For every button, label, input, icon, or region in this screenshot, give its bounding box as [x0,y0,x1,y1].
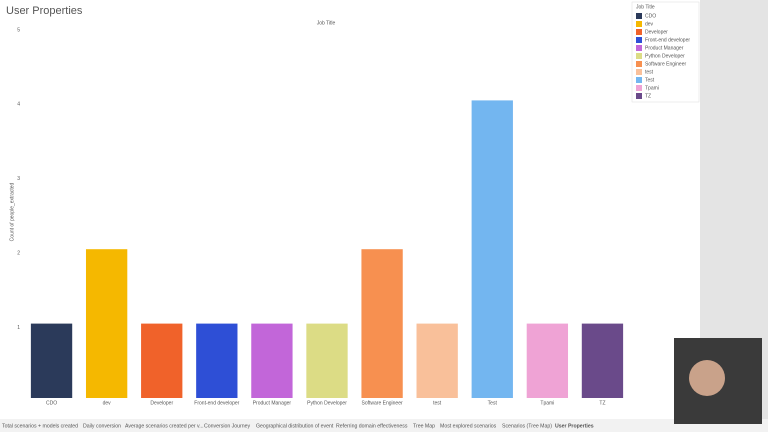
bar [416,323,458,398]
legend-swatch [636,69,642,75]
bar [581,323,624,398]
bar [471,100,513,399]
tab[interactable]: Tree Map [413,423,435,429]
x-tick-label: CDO [46,400,57,406]
legend-swatch [636,53,642,59]
x-tick-label: dev [103,400,112,406]
x-tick-label: Tpami [540,400,554,406]
webcam-face [689,360,725,396]
legend-swatch [636,85,642,91]
tab[interactable]: Total scenarios + models created [2,423,78,429]
bar [141,323,183,398]
x-axis-header: Job Title [317,20,336,26]
legend-swatch [636,29,642,35]
x-tick-label: Product Manager [253,400,292,406]
legend-label: TZ [645,93,651,99]
tab[interactable]: Daily conversion [83,423,121,429]
legend-swatch [636,61,642,67]
tab[interactable]: Geographical distribution of event [256,423,334,429]
legend-label: Product Manager [645,45,684,51]
bar [306,323,348,398]
y-tick-label: 5 [17,27,20,33]
y-axis-label: Count of people_extracted [9,182,15,241]
legend-label: dev [645,21,654,27]
bar [196,323,238,398]
legend-swatch [636,13,642,19]
tab[interactable]: Scenarios (Tree Map) [502,423,552,429]
legend-swatch [636,37,642,43]
legend-label: Front-end developer [645,37,690,43]
legend-label: Developer [645,29,668,35]
legend-label: test [645,69,654,75]
tab[interactable]: Average scenarios created per v... [125,423,204,429]
x-tick-label: Front-end developer [194,400,239,406]
legend-label: Python Developer [645,53,685,59]
legend-label: Software Engineer [645,61,686,67]
x-tick-label: Test [488,400,498,406]
tab[interactable]: Referring domain effectiveness [336,423,408,429]
legend-swatch [636,93,642,99]
bar [526,323,569,398]
bar [30,323,73,398]
chart-title: User Properties [6,5,83,17]
x-tick-label: Python Developer [307,400,347,406]
y-tick-label: 2 [17,251,20,257]
x-tick-label: Developer [150,400,173,406]
x-tick-label: TZ [599,400,605,406]
legend-swatch [636,45,642,51]
legend-box [631,1,700,103]
y-tick-label: 4 [17,102,20,108]
legend-swatch [636,77,642,83]
legend-title: Job Title [636,4,655,10]
tab[interactable]: User Properties [555,423,594,429]
tab[interactable]: Most explored scenarios [440,423,497,429]
y-tick-label: 3 [17,176,20,182]
y-tick-label: 1 [17,325,20,331]
x-tick-label: test [433,400,442,406]
legend-label: CDO [645,13,656,19]
bar [361,249,403,398]
legend-label: Tpami [645,85,659,91]
x-tick-label: Software Engineer [362,400,403,406]
bar [251,323,293,398]
legend-label: Test [645,77,655,83]
bar [85,249,128,398]
tab[interactable]: Conversion Journey [204,423,251,429]
legend-swatch [636,21,642,27]
tab-bar [0,419,768,432]
